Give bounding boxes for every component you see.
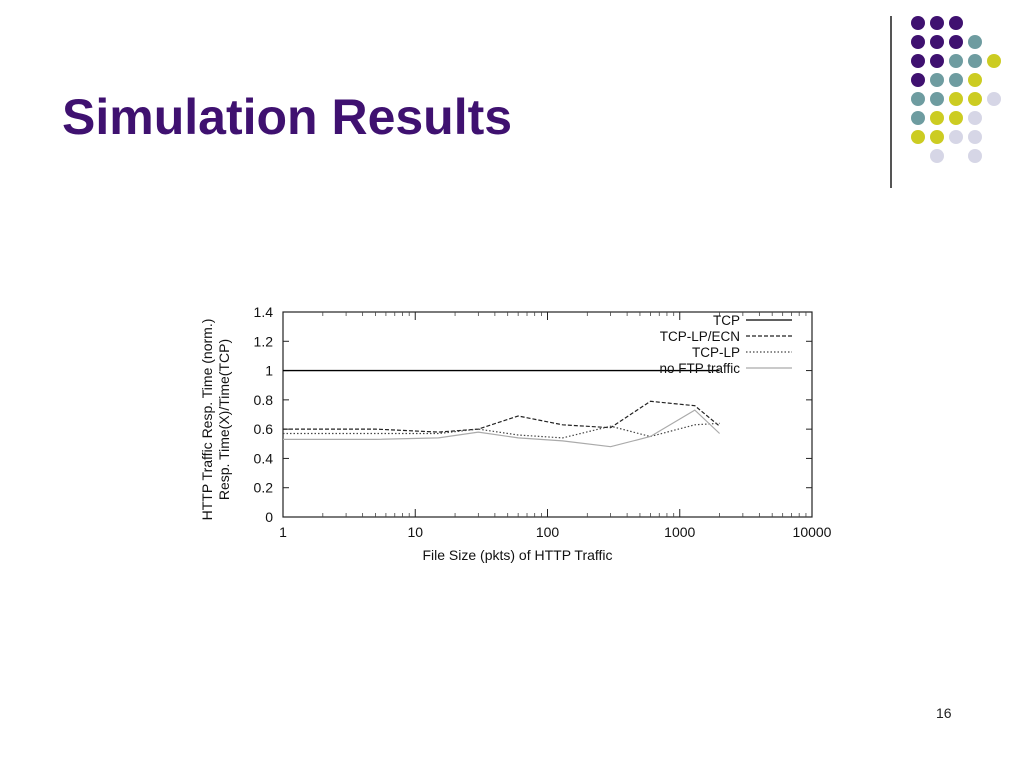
x-tick-label: 10 — [407, 524, 423, 540]
y-axis-label: HTTP Traffic Resp. Time (norm.) — [199, 319, 215, 521]
y-axis-label-secondary: Resp. Time(X)/Time(TCP) — [216, 339, 232, 500]
decor-dot — [911, 73, 925, 87]
legend-label: TCP-LP — [692, 345, 740, 360]
decor-dot — [949, 54, 963, 68]
slide-title: Simulation Results — [62, 89, 513, 145]
decor-dot — [949, 111, 963, 125]
y-tick-label: 0.2 — [254, 480, 274, 496]
y-tick-label: 1 — [265, 363, 273, 379]
decor-dot — [911, 130, 925, 144]
x-axis-label: File Size (pkts) of HTTP Traffic — [422, 547, 612, 563]
decor-dot — [987, 92, 1001, 106]
series-line — [283, 409, 721, 448]
decor-dot — [930, 35, 944, 49]
x-tick-label: 1 — [279, 524, 287, 540]
line-chart: 0 0.2 0.4 0.6 0.8 1 1.2 1.4 1 10 100 1000 10000 File … — [199, 304, 832, 563]
decor-dot — [968, 73, 982, 87]
x-tick-label: 1000 — [664, 524, 695, 540]
series-line — [283, 400, 720, 433]
decor-dot — [930, 130, 944, 144]
y-tick-label: 0.8 — [254, 392, 274, 408]
series-line — [283, 422, 720, 439]
legend-label: no FTP traffic — [659, 361, 740, 376]
decor-dot — [911, 92, 925, 106]
decor-dot — [930, 111, 944, 125]
y-tick-label: 0.4 — [254, 450, 274, 466]
page-number: 16 — [936, 705, 952, 721]
decor-dot — [949, 16, 963, 30]
decor-dot — [968, 111, 982, 125]
x-tick-label: 10000 — [793, 524, 832, 540]
legend-label: TCP — [713, 313, 740, 328]
decor-dot — [930, 149, 944, 163]
y-tick-label: 0 — [265, 509, 273, 525]
header-divider — [890, 16, 892, 188]
y-tick-label: 1.2 — [254, 333, 274, 349]
decor-dot — [968, 54, 982, 68]
chart-container: 0 0.2 0.4 0.6 0.8 1 1.2 1.4 1 10 100 1000 10000 File … — [195, 290, 855, 580]
x-tick-label: 100 — [536, 524, 560, 540]
decorative-dot-grid — [0, 0, 1024, 200]
legend-label: TCP-LP/ECN — [660, 329, 740, 344]
decor-dot — [911, 35, 925, 49]
decor-dot — [911, 111, 925, 125]
decor-dot — [930, 16, 944, 30]
y-tick-label: 1.4 — [254, 304, 274, 320]
decor-dot — [949, 73, 963, 87]
decor-dot — [949, 130, 963, 144]
decor-dot — [987, 54, 1001, 68]
decor-dot — [911, 16, 925, 30]
decor-dot — [968, 130, 982, 144]
decor-dot — [930, 73, 944, 87]
decor-dot — [968, 92, 982, 106]
decor-dot — [949, 35, 963, 49]
decor-dot — [930, 54, 944, 68]
decor-dot — [911, 54, 925, 68]
decor-dot — [968, 35, 982, 49]
decor-dot — [968, 149, 982, 163]
decor-dot — [949, 92, 963, 106]
decor-dot — [930, 92, 944, 106]
y-tick-label: 0.6 — [254, 421, 274, 437]
